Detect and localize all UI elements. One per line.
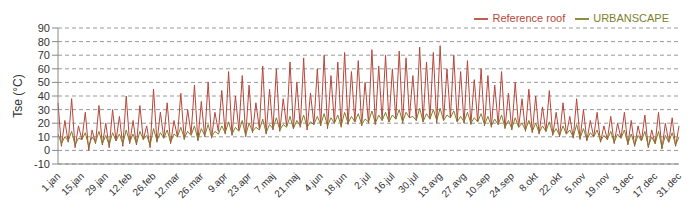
svg-text:27.avg: 27.avg <box>439 170 468 199</box>
svg-text:12.feb: 12.feb <box>106 170 134 198</box>
svg-text:26.feb: 26.feb <box>130 170 158 198</box>
svg-text:24.sep: 24.sep <box>487 170 516 199</box>
svg-text:30: 30 <box>38 104 50 116</box>
svg-text:23.apr: 23.apr <box>225 170 253 198</box>
svg-text:20: 20 <box>38 117 50 129</box>
svg-text:10: 10 <box>38 131 50 143</box>
svg-text:2.jul: 2.jul <box>352 170 373 191</box>
svg-text:8.okt: 8.okt <box>516 170 540 194</box>
svg-text:70: 70 <box>38 49 50 61</box>
svg-text:4.jun: 4.jun <box>301 170 325 194</box>
svg-text:-10: -10 <box>34 158 50 170</box>
svg-text:15.jan: 15.jan <box>59 170 86 197</box>
svg-text:19.nov: 19.nov <box>583 170 612 199</box>
svg-text:80: 80 <box>38 36 50 48</box>
svg-text:3.dec: 3.dec <box>610 170 636 196</box>
svg-text:10.sep: 10.sep <box>463 170 492 199</box>
svg-text:18.jun: 18.jun <box>322 170 349 197</box>
html-text:URBANSCAPE: URBANSCAPE <box>593 12 669 24</box>
svg-text:29.jan: 29.jan <box>83 170 110 197</box>
svg-text:60: 60 <box>38 63 50 75</box>
svg-text:12.mar: 12.mar <box>152 170 182 200</box>
svg-text:30.jul: 30.jul <box>395 170 421 196</box>
svg-text:26.mar: 26.mar <box>176 170 206 200</box>
svg-text:40: 40 <box>38 90 50 102</box>
svg-text:50: 50 <box>38 76 50 88</box>
svg-text:31.dec: 31.dec <box>654 170 683 199</box>
svg-text:7.maj: 7.maj <box>252 170 278 196</box>
svg-text:9.apr: 9.apr <box>205 170 230 195</box>
svg-text:16.jul: 16.jul <box>372 170 397 195</box>
svg-text:17.dec: 17.dec <box>630 170 659 199</box>
svg-text:0: 0 <box>44 144 50 156</box>
html-text:Reference roof: Reference roof <box>492 12 566 24</box>
svg-text:1.jan: 1.jan <box>39 170 63 194</box>
svg-text:13.avg: 13.avg <box>415 170 444 199</box>
svg-text:21.maj: 21.maj <box>272 170 301 199</box>
svg-text:90: 90 <box>38 22 50 34</box>
svg-text:5.nov: 5.nov <box>562 170 588 196</box>
svg-text:22.okt: 22.okt <box>537 170 564 197</box>
svg-text:Tse (°C): Tse (°C) <box>11 74 25 117</box>
